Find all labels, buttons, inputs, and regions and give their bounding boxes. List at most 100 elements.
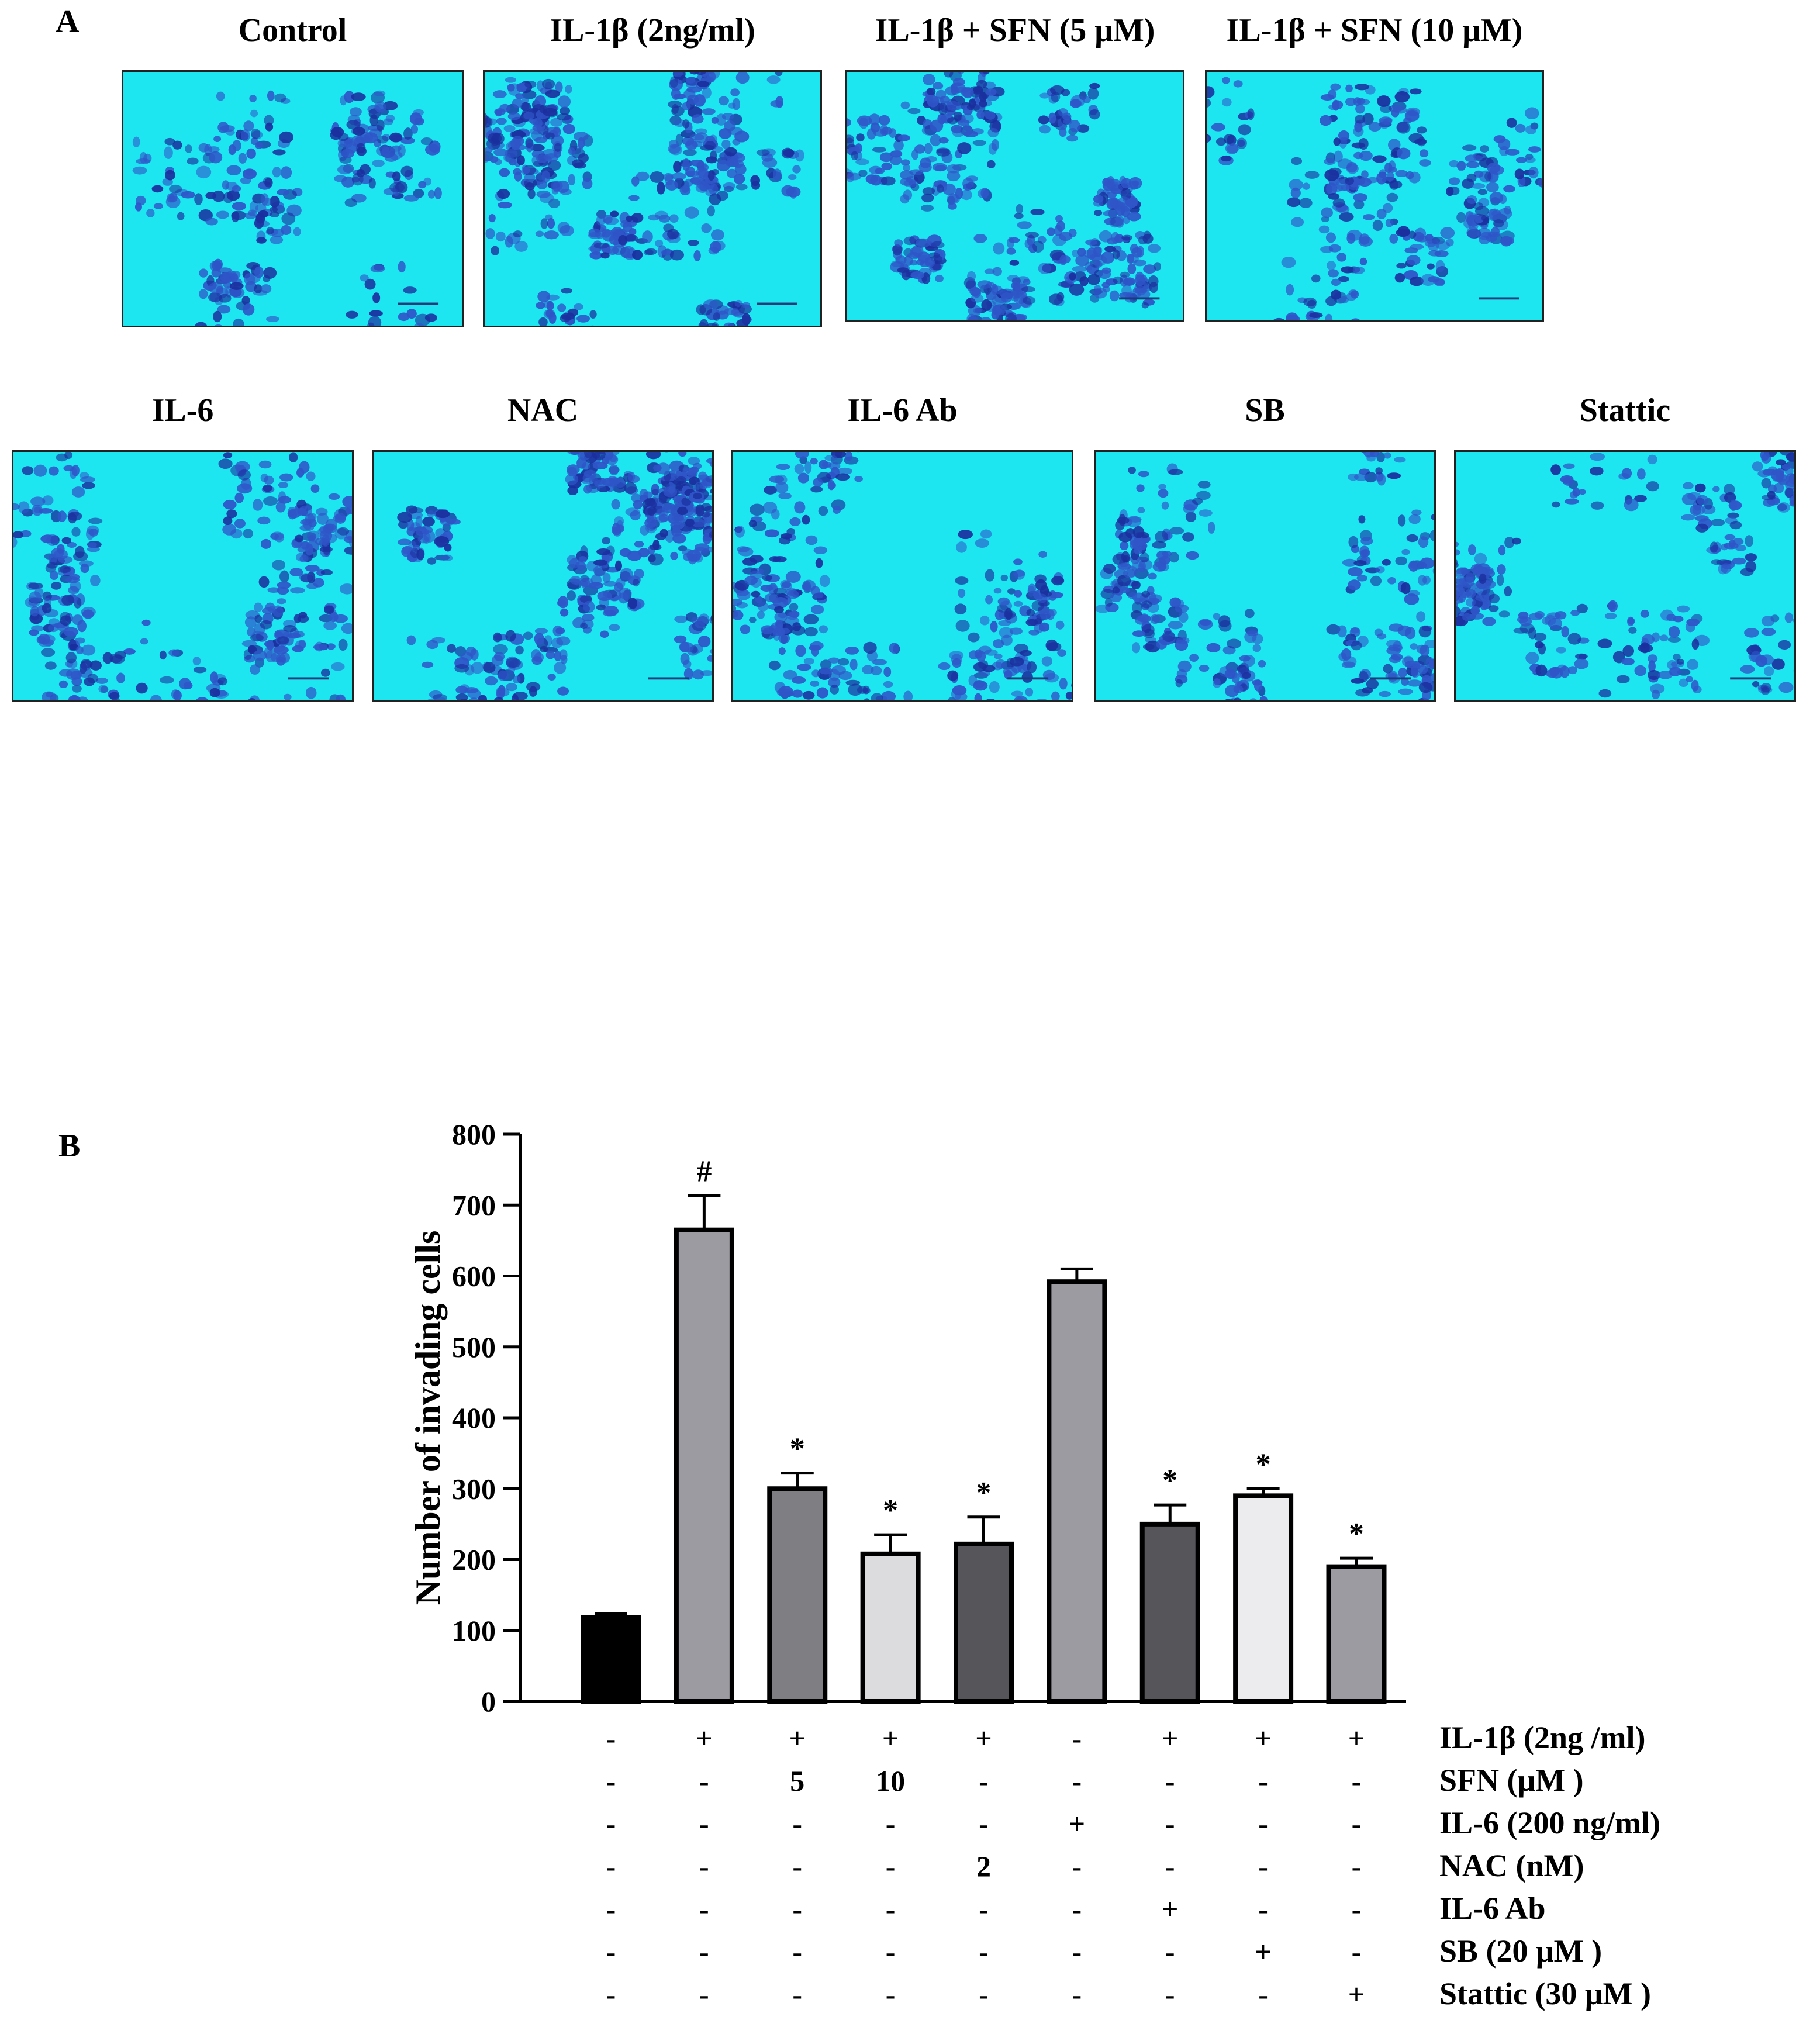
treatment-cell: - (606, 1764, 616, 1797)
treatment-cell: + (1069, 1807, 1086, 1840)
panel-a-letter: A (56, 4, 80, 40)
bar (860, 1551, 921, 1704)
treatment-cell: - (886, 1893, 896, 1925)
treatment-cell: - (1352, 1764, 1362, 1797)
treatment-cell: - (1258, 1850, 1268, 1883)
micrograph-image (1205, 70, 1544, 322)
treatment-cell: - (1072, 1850, 1082, 1883)
micrograph-image (1094, 450, 1436, 702)
bar (1233, 1493, 1294, 1704)
significance-marker: * (1162, 1464, 1177, 1497)
significance-marker: * (1256, 1448, 1271, 1481)
treatment-row-label: SFN (μM ) (1439, 1763, 1584, 1798)
treatment-cell: - (979, 1893, 989, 1925)
treatment-cell: - (886, 1807, 896, 1840)
treatment-cell: - (1165, 1978, 1175, 2011)
micrograph-image (845, 70, 1184, 322)
micrograph-label: IL-6 Ab (847, 392, 958, 429)
significance-marker: * (976, 1476, 992, 1510)
y-tick-label: 800 (452, 1118, 496, 1151)
treatment-cell: - (1072, 1935, 1082, 1968)
micrograph-cell: IL-6 Ab (731, 392, 1073, 702)
y-tick-label: 100 (452, 1614, 496, 1647)
bar (767, 1486, 828, 1704)
treatment-cell: - (792, 1935, 802, 1968)
micrograph-cell: IL-1β + SFN (10 μM) (1205, 12, 1544, 322)
treatment-cell: - (1072, 1764, 1082, 1797)
micrograph-label: IL-6 (151, 392, 214, 429)
treatment-row-label: IL-6 Ab (1439, 1891, 1546, 1926)
treatment-cell: + (696, 1722, 713, 1755)
y-tick-label: 0 (481, 1685, 496, 1718)
micrograph-cell: IL-6 (12, 392, 354, 702)
treatment-cell: - (1072, 1722, 1082, 1755)
micrograph-cell: Control (122, 12, 464, 327)
treatment-cell: - (1352, 1893, 1362, 1925)
treatment-cell: - (792, 1850, 802, 1883)
y-tick-label: 300 (452, 1472, 496, 1505)
treatment-cell: - (606, 1935, 616, 1968)
bar (581, 1615, 641, 1704)
treatment-cell: - (792, 1807, 802, 1840)
micrograph-label: IL-1β + SFN (5 μM) (875, 12, 1155, 49)
treatment-cell: - (1352, 1935, 1362, 1968)
treatment-cell: - (1258, 1764, 1268, 1797)
treatment-cell: - (979, 1807, 989, 1840)
micrograph-label: Control (238, 12, 347, 49)
treatment-cell: - (1165, 1850, 1175, 1883)
treatment-cell: - (606, 1978, 616, 2011)
treatment-cell: - (606, 1893, 616, 1925)
bar (1326, 1564, 1387, 1704)
treatment-cell: 5 (790, 1764, 804, 1797)
treatment-cell: + (975, 1722, 992, 1755)
significance-marker: * (883, 1494, 898, 1527)
micrograph-image (122, 70, 464, 327)
treatment-cell: + (789, 1722, 806, 1755)
y-tick-label: 700 (452, 1189, 496, 1221)
treatment-cell: - (979, 1978, 989, 2011)
treatment-cell: - (699, 1893, 709, 1925)
micrograph-image (731, 450, 1073, 702)
significance-marker: * (1349, 1517, 1364, 1550)
chart-svg: 0 100 200 300 400 500 600 700 800 Number of invad… (409, 1118, 1660, 2011)
treatment-cell: - (979, 1935, 989, 1968)
treatment-cell: + (1255, 1722, 1272, 1755)
treatment-cell: - (699, 1935, 709, 1968)
treatment-cell: - (792, 1893, 802, 1925)
treatment-cell: - (886, 1978, 896, 2011)
y-axis-label: Number of invading cells (409, 1231, 447, 1605)
treatment-cell: - (1072, 1893, 1082, 1925)
treatment-cell: - (1352, 1850, 1362, 1883)
significance-marker: * (790, 1432, 805, 1466)
treatment-cell: - (792, 1978, 802, 2011)
y-tick-label: 500 (452, 1331, 496, 1363)
treatment-cell: - (699, 1850, 709, 1883)
micrograph-cell: IL-1β + SFN (5 μM) (845, 12, 1184, 322)
micrograph-image (12, 450, 354, 702)
y-tick-label: 400 (452, 1401, 496, 1434)
treatment-cell: - (606, 1722, 616, 1755)
treatment-cell: - (979, 1764, 989, 1797)
panel-b-letter: B (58, 1128, 81, 1164)
treatment-row-label: IL-1β (2ng /ml) (1439, 1720, 1645, 1755)
treatment-cell: - (1165, 1807, 1175, 1840)
micrograph-label: Stattic (1579, 392, 1671, 429)
treatment-cell: 2 (976, 1850, 991, 1883)
treatment-cell: - (606, 1850, 616, 1883)
treatment-cell: 10 (876, 1764, 905, 1797)
treatment-cell: - (699, 1807, 709, 1840)
treatment-cell: - (886, 1935, 896, 1968)
treatment-cell: + (1162, 1722, 1179, 1755)
micrograph-label: NAC (507, 392, 579, 429)
bar (954, 1541, 1014, 1704)
treatment-cell: + (1348, 1722, 1365, 1755)
y-tick-label: 600 (452, 1260, 496, 1293)
treatment-cell: + (882, 1722, 899, 1755)
treatment-cell: + (1255, 1935, 1272, 1968)
treatment-cell: - (886, 1850, 896, 1883)
micrograph-cell: SB (1094, 392, 1436, 702)
treatment-cell: - (1258, 1893, 1268, 1925)
micrograph-image (372, 450, 714, 702)
treatment-cell: - (699, 1764, 709, 1797)
significance-marker: # (696, 1155, 712, 1188)
